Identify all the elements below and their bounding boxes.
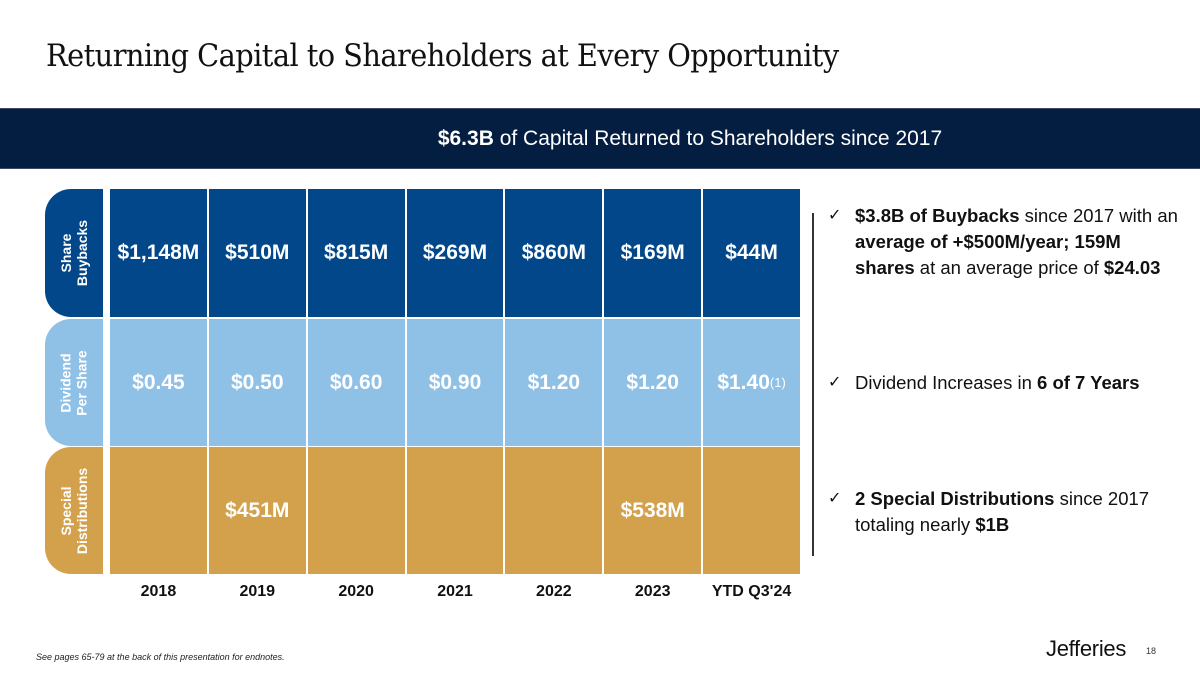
cell-value: $44M xyxy=(725,241,778,264)
bullet-emphasis: $1B xyxy=(975,514,1010,535)
row-label-dividend-per-share: Dividend Per Share xyxy=(45,319,103,446)
x-axis-label: 2020 xyxy=(338,583,374,600)
x-axis-label: 2022 xyxy=(536,583,572,600)
cell-value: $1,148M xyxy=(117,241,200,264)
banner-total: $6.3B xyxy=(437,126,494,150)
cell-share-buybacks: $169M xyxy=(604,189,702,317)
cell-special-distributions xyxy=(307,447,405,574)
cell-value: $510M xyxy=(225,241,290,264)
cell-value: $0.45 xyxy=(132,370,185,394)
bullet-text: 2 Special Distributions since 2017 total… xyxy=(855,486,1178,538)
banner-caption: of Capital Returned to Shareholders sinc… xyxy=(493,126,943,150)
cell-special-distributions xyxy=(110,447,207,574)
row-label-line: Per Share xyxy=(74,349,90,416)
cell-dividend-per-share: $1.20 xyxy=(604,319,702,446)
cell-share-buybacks: $815M xyxy=(307,189,405,317)
cell-dividend-per-share: $0.50 xyxy=(208,319,306,446)
cell-value: $269M xyxy=(422,241,488,264)
vertical-divider xyxy=(812,213,814,556)
cell-value: $1.20 xyxy=(527,370,581,394)
bullet-special-distributions: ✓ 2 Special Distributions since 2017 tot… xyxy=(828,486,1178,538)
bullet-text: $3.8B of Buybacks since 2017 with an ave… xyxy=(855,203,1178,281)
cell-dividend-per-share: $0.90 xyxy=(406,319,504,446)
bullet-emphasis: average of +$500M/year; 159M shares xyxy=(855,231,1121,278)
cell-dividend-per-share: $0.60 xyxy=(307,319,405,446)
row-label-share-buybacks: Share Buybacks xyxy=(45,189,103,317)
cell-value: $1.40 xyxy=(717,370,770,394)
bullet-dividends: ✓ Dividend Increases in 6 of 7 Years xyxy=(828,370,1178,396)
cell-value: $538M xyxy=(620,498,685,522)
cell-special-distributions xyxy=(505,447,603,574)
cell-value: $1.20 xyxy=(626,370,679,394)
bullet-emphasis: $24.03 xyxy=(1103,257,1161,278)
x-axis-label: 2018 xyxy=(140,583,177,600)
checkmark-icon: ✓ xyxy=(828,207,842,224)
row-label-line: Distributions xyxy=(74,467,90,554)
cell-special-distributions xyxy=(406,447,504,574)
cell-dividend-per-share: $0.45 xyxy=(110,319,207,446)
bullet-emphasis: 6 of 7 Years xyxy=(1037,372,1140,393)
cell-value: $0.50 xyxy=(230,370,284,394)
x-axis-label: 2021 xyxy=(437,583,473,600)
x-axis-label: 2023 xyxy=(634,583,671,600)
summary-banner: $6.3B of Capital Returned to Shareholder… xyxy=(0,108,1200,169)
cell-share-buybacks: $1,148M xyxy=(110,189,207,317)
cell-share-buybacks: $510M xyxy=(208,189,306,317)
cell-value: $169M xyxy=(620,241,685,264)
row-label-line: Buybacks xyxy=(74,219,90,287)
row-label-line: Dividend xyxy=(58,352,74,413)
cell-value: $0.60 xyxy=(329,370,383,394)
jefferies-logo: Jefferies xyxy=(1046,636,1127,661)
checkmark-icon: ✓ xyxy=(828,490,842,507)
cell-special-distributions: $451M xyxy=(208,447,306,574)
bullet-run: since 2017 totaling nearly xyxy=(855,488,1150,535)
cell-share-buybacks: $44M xyxy=(703,189,800,317)
cell-value: $451M xyxy=(225,498,290,522)
bullet-run: Dividend Increases in xyxy=(855,372,1038,393)
page-title: Returning Capital to Shareholders at Eve… xyxy=(46,38,839,74)
page-number: 18 xyxy=(1146,646,1157,656)
row-label-special-distributions: Special Distributions xyxy=(45,447,103,574)
bullet-run: at an average price of xyxy=(914,257,1104,278)
bullet-text: Dividend Increases in 6 of 7 Years xyxy=(855,370,1178,396)
checkmark-icon: ✓ xyxy=(828,374,842,391)
banner-text: $6.3B of Capital Returned to Shareholder… xyxy=(438,127,942,151)
x-axis-label: 2019 xyxy=(239,583,276,600)
bullet-run: since 2017 with an xyxy=(1019,205,1178,226)
cell-special-distributions xyxy=(703,447,800,574)
row-label-line: Special xyxy=(58,485,74,536)
cell-value: $815M xyxy=(324,241,389,264)
cell-dividend-per-share: $1.20 xyxy=(505,319,603,446)
capital-return-grid: $1,148M $510M $815M $269M $860M $169M $44M $0.4… xyxy=(110,189,800,574)
cell-share-buybacks: $269M xyxy=(406,189,504,317)
cell-value: $860M xyxy=(521,241,586,264)
bullet-emphasis: $3.8B of Buybacks xyxy=(855,205,1020,226)
cell-dividend-per-share: $1.40 (1) xyxy=(703,319,800,446)
endnotes-footnote: See pages 65-79 at the back of this pres… xyxy=(36,652,285,662)
bullet-emphasis: 2 Special Distributions xyxy=(855,488,1055,509)
cell-share-buybacks: $860M xyxy=(505,189,603,317)
row-label-line: Share xyxy=(58,233,74,273)
x-axis-label: YTD Q3'24 xyxy=(711,583,792,600)
bullet-buybacks: ✓ $3.8B of Buybacks since 2017 with an a… xyxy=(828,203,1178,281)
cell-special-distributions: $538M xyxy=(604,447,702,574)
cell-value: $0.90 xyxy=(428,370,482,394)
